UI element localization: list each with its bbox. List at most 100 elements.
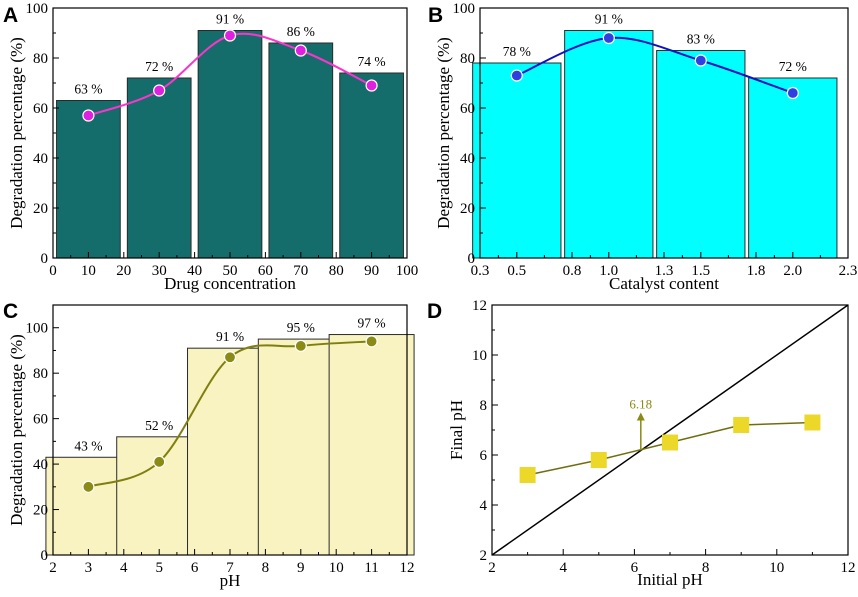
y-tick-label: 6	[480, 448, 488, 464]
y-tick-label: 100	[453, 1, 476, 17]
bar	[56, 100, 121, 259]
y-tick-label: 0	[41, 548, 49, 564]
bar-value-label: 91 %	[216, 12, 244, 27]
x-tick-label: 10	[769, 560, 784, 576]
bar	[328, 334, 415, 556]
x-tick-label: 12	[841, 560, 856, 576]
bar-value-label: 72 %	[145, 59, 173, 74]
x-tick-label: 2.0	[783, 263, 802, 279]
x-tick-label: 90	[364, 263, 379, 279]
y-tick-label: 0	[41, 251, 49, 267]
bar-value-label: 83 %	[687, 32, 715, 47]
panel-letter: D	[427, 300, 442, 323]
y-tick-label: 40	[460, 151, 475, 167]
x-tick-label: 0.3	[471, 263, 490, 279]
trend-point	[153, 455, 166, 468]
y-tick-label: 100	[26, 321, 49, 337]
panel-letter: C	[3, 300, 18, 323]
trend-point	[82, 480, 95, 493]
x-tick-label: 0.8	[563, 263, 582, 279]
x-tick-label: 7	[226, 560, 234, 576]
x-tick-label: 9	[297, 560, 305, 576]
x-tick-label: 40	[187, 263, 202, 279]
trend-point	[223, 351, 237, 364]
bar-value-label: 63 %	[74, 82, 102, 97]
x-axis-label: Initial pH	[637, 570, 703, 589]
x-tick-label: 20	[116, 263, 131, 279]
y-axis-label: Degradation percentage (%)	[7, 334, 26, 526]
bar-value-label: 72 %	[779, 59, 807, 74]
x-axis-label: pH	[220, 571, 241, 590]
panel-d: D 6.18 2 4 6 8 10 12 2 4 6 8 10 12 Initial pH Final pH	[427, 298, 856, 589]
trend-point	[365, 335, 378, 348]
bar	[339, 72, 404, 259]
series-line-segment	[527, 459, 599, 476]
x-tick-label: 80	[329, 263, 344, 279]
x-tick-label: 2.3	[839, 263, 858, 279]
y-tick-label: 20	[460, 201, 475, 217]
y-tick-label: 8	[480, 398, 488, 414]
bar	[268, 42, 334, 259]
trend-point	[223, 29, 237, 42]
data-point	[662, 434, 678, 451]
panel-c: C 43 % 52 % 91 % 95 % 97 % 2 3 4 5 6 7 8 9 10 11 12 0 20 40…	[3, 300, 415, 590]
y-tick-label: 100	[26, 1, 49, 17]
x-tick-label: 12	[400, 560, 415, 576]
x-tick-label: 8	[702, 560, 710, 576]
bar	[472, 62, 562, 259]
x-tick-label: 4	[120, 560, 128, 576]
x-tick-label: 2	[49, 560, 57, 576]
bar-value-label: 91 %	[216, 329, 244, 344]
trend-point	[510, 69, 523, 82]
trend-point	[602, 31, 615, 45]
trend-point	[82, 109, 95, 122]
trend-point	[153, 84, 166, 97]
panel-b: B 78 % 91 % 83 % 72 % 0.3 0.5 0.8 1.0 1.3 1.5 1.8 2.…	[428, 1, 857, 293]
bar-value-label: 43 %	[74, 438, 102, 453]
x-tick-label: 3	[85, 560, 93, 576]
x-tick-label: 8	[262, 560, 270, 576]
bar-value-label: 97 %	[358, 316, 386, 331]
x-tick-label: 50	[223, 263, 238, 279]
y-tick-label: 40	[33, 151, 48, 167]
data-point	[733, 417, 750, 433]
bar-value-label: 52 %	[145, 418, 173, 433]
trend-line	[516, 36, 794, 94]
x-tick-label: 10	[329, 560, 344, 576]
x-axis-label: Catalyst content	[609, 274, 719, 293]
data-point	[804, 414, 821, 431]
x-tick-label: 0.5	[507, 263, 526, 279]
y-axis-label: Degradation percentage (%)	[7, 37, 26, 229]
x-tick-label: 11	[364, 560, 378, 576]
y-tick-label: 80	[460, 51, 475, 67]
x-tick-label: 60	[258, 263, 273, 279]
y-tick-label: 2	[480, 548, 488, 564]
y-tick-label: 12	[472, 298, 487, 314]
y-tick-label: 20	[33, 201, 48, 217]
bar-value-label: 86 %	[287, 24, 315, 39]
reference-line	[491, 304, 849, 556]
x-tick-label: 0	[49, 263, 57, 279]
trend-point	[294, 44, 307, 57]
bar	[656, 50, 746, 259]
bar-value-label: 78 %	[503, 44, 531, 59]
y-tick-label: 80	[33, 51, 48, 67]
x-tick-label: 2	[488, 560, 496, 576]
x-tick-label: 1.0	[599, 263, 618, 279]
x-axis-label: Drug concentration	[164, 274, 296, 293]
x-tick-label: 70	[293, 263, 308, 279]
x-tick-label: 1.8	[747, 263, 766, 279]
x-tick-label: 30	[152, 263, 167, 279]
y-tick-label: 4	[480, 498, 488, 514]
x-tick-label: 6	[631, 560, 639, 576]
x-tick-label: 1.3	[655, 263, 674, 279]
trend-point	[694, 54, 707, 67]
bar	[197, 30, 263, 259]
trend-point	[294, 339, 307, 353]
y-tick-label: 60	[33, 412, 48, 428]
panel-letter: B	[428, 4, 443, 27]
bar	[126, 77, 192, 259]
y-axis-label: Final pH	[447, 400, 466, 460]
annotation-arrowhead	[636, 412, 645, 421]
